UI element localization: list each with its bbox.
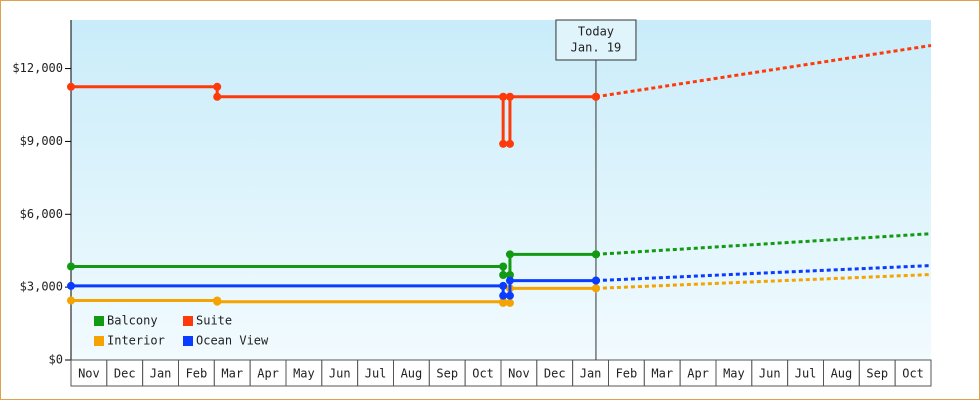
point-marker xyxy=(499,271,508,279)
point-marker xyxy=(213,92,222,101)
x-tick-label: Sep xyxy=(866,367,888,381)
point-marker xyxy=(499,139,508,148)
x-tick-label: Aug xyxy=(831,367,853,381)
corner-marker xyxy=(499,92,508,101)
point-marker xyxy=(591,284,600,293)
point-marker xyxy=(591,276,600,285)
month-cell xyxy=(894,359,932,387)
x-tick-label: Feb xyxy=(616,367,638,381)
month-cell xyxy=(213,359,251,387)
point-marker xyxy=(591,250,600,259)
point-marker xyxy=(213,297,222,306)
month-cell xyxy=(823,359,860,387)
x-tick-label: Oct xyxy=(902,367,924,381)
x-tick-label: Feb xyxy=(186,367,208,381)
month-cell xyxy=(751,359,789,387)
corner-marker xyxy=(213,82,222,91)
x-tick-label: Mar xyxy=(651,367,673,381)
x-tick-label: Sep xyxy=(436,367,458,381)
legend-label: Suite xyxy=(196,314,232,328)
x-tick-label: Oct xyxy=(472,367,494,381)
point-marker xyxy=(591,92,600,101)
corner-marker xyxy=(505,139,514,148)
month-cell xyxy=(643,359,681,387)
y-tick-label: $9,000 xyxy=(20,134,63,148)
corner-marker xyxy=(505,291,514,300)
point-marker xyxy=(499,291,508,300)
x-tick-label: Jun xyxy=(329,367,351,381)
point-marker xyxy=(67,296,75,305)
y-tick-label: $3,000 xyxy=(20,280,63,294)
point-marker xyxy=(499,298,508,307)
x-tick-label: Aug xyxy=(401,367,423,381)
today-label: Jan. 19 xyxy=(571,41,622,55)
x-tick-label: Jul xyxy=(795,367,817,381)
point-marker xyxy=(505,92,514,101)
x-tick-label: Mar xyxy=(221,367,243,381)
corner-marker xyxy=(505,271,514,279)
x-tick-label: Dec xyxy=(114,367,136,381)
y-tick-label: $12,000 xyxy=(12,61,63,75)
y-tick-label: $0 xyxy=(49,353,63,367)
x-tick-label: Nov xyxy=(508,367,530,381)
x-tick-label: May xyxy=(293,367,315,381)
point-marker xyxy=(67,262,75,271)
x-tick-label: Dec xyxy=(544,367,566,381)
x-tick-label: May xyxy=(723,367,745,381)
month-cell xyxy=(70,359,108,387)
x-tick-label: Jun xyxy=(759,367,781,381)
legend-label: Ocean View xyxy=(196,334,269,348)
corner-marker xyxy=(499,262,508,271)
month-cell xyxy=(142,359,180,387)
legend-swatch xyxy=(94,336,104,346)
x-tick-label: Nov xyxy=(78,367,100,381)
legend-swatch xyxy=(94,316,104,326)
month-cell xyxy=(858,359,896,387)
today-box xyxy=(555,19,637,61)
x-tick-label: Apr xyxy=(257,367,279,381)
legend-swatch xyxy=(183,316,193,326)
point-marker xyxy=(67,281,75,290)
x-tick-label: Jul xyxy=(365,367,387,381)
point-marker xyxy=(67,82,75,91)
point-marker xyxy=(505,250,514,259)
legend-swatch xyxy=(183,336,193,346)
today-label: Today xyxy=(578,25,614,39)
legend-label: Interior xyxy=(107,334,165,348)
month-cell xyxy=(249,359,287,387)
month-cell xyxy=(357,359,394,387)
y-tick-label: $6,000 xyxy=(20,207,63,221)
x-tick-label: Jan xyxy=(150,367,172,381)
forecast-line xyxy=(595,44,932,99)
x-tick-label: Apr xyxy=(687,367,709,381)
month-cell xyxy=(178,359,215,387)
month-cell xyxy=(715,359,753,387)
month-cell xyxy=(106,359,144,387)
point-marker xyxy=(505,276,514,285)
month-cell xyxy=(500,359,538,387)
corner-marker xyxy=(499,281,508,290)
plot-area xyxy=(71,20,931,360)
corner-marker xyxy=(505,298,514,307)
month-cell xyxy=(428,359,466,387)
month-cell xyxy=(536,359,574,387)
x-tick-label: Jan xyxy=(580,367,602,381)
legend-label: Balcony xyxy=(107,314,158,328)
month-cell xyxy=(608,359,645,387)
month-cell xyxy=(787,359,825,387)
